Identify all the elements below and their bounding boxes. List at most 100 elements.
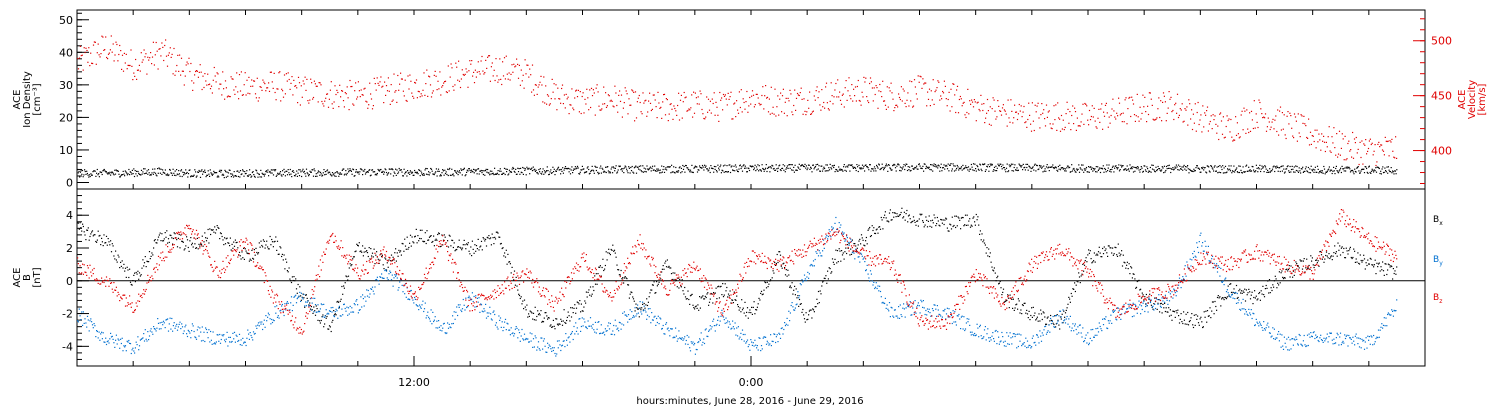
b-series-0-point [884, 214, 886, 216]
velocity-series-point [1230, 118, 1232, 121]
b-series-0-point [1363, 258, 1366, 260]
velocity-series-point [781, 111, 783, 113]
b-series-0-point [985, 252, 987, 254]
density-series-point [89, 175, 91, 178]
density-series-point [1277, 170, 1279, 172]
density-series-point [1329, 170, 1331, 172]
velocity-series-point [803, 98, 805, 100]
velocity-series-point [352, 103, 354, 105]
velocity-series-point [617, 111, 619, 113]
b-series-0-point [1039, 320, 1041, 322]
density-series-point [465, 174, 467, 176]
b-series-0-point [400, 254, 402, 256]
b-series-0-point [180, 234, 182, 236]
velocity-series-point [435, 75, 437, 77]
b-series-0-point [248, 260, 250, 262]
b-series-0-point [1259, 299, 1261, 301]
density-series-point [810, 167, 812, 169]
density-series-point [1222, 165, 1224, 167]
velocity-series-point [538, 84, 540, 86]
density-series-point [237, 170, 239, 172]
b-series-0-point [638, 316, 640, 318]
velocity-series-point [200, 71, 202, 73]
b-series-0-point [406, 236, 408, 238]
b-series-0-point [847, 247, 849, 249]
velocity-series-point [268, 90, 271, 92]
b-series-0-point [1218, 297, 1220, 299]
density-series-point [500, 170, 502, 172]
velocity-series-point [747, 111, 749, 113]
density-series-point [185, 169, 187, 171]
velocity-series-point [885, 108, 887, 110]
velocity-series-point [628, 98, 630, 100]
density-series-point [184, 173, 186, 175]
density-series-point [541, 171, 543, 173]
density-series-point [454, 170, 456, 172]
b-series-0-point [377, 258, 379, 260]
density-series-point [464, 175, 466, 177]
b-series-0-point [748, 311, 750, 314]
density-series-point [1041, 167, 1043, 169]
density-series-point [1340, 171, 1342, 174]
density-series-point [100, 171, 102, 173]
velocity-series-point [529, 68, 531, 70]
density-series-point [755, 170, 757, 172]
b-series-0-point [742, 307, 744, 309]
b-series-0-point [575, 307, 578, 309]
b-series-0-point [347, 275, 350, 277]
b-series-0-point [1276, 287, 1278, 289]
velocity-series-point [759, 104, 761, 106]
velocity-series-point [1048, 110, 1050, 112]
velocity-series-point [848, 77, 850, 79]
b-series-0-point [299, 286, 301, 288]
density-series-point [596, 166, 598, 168]
b-series-0-point [1183, 311, 1185, 313]
density-series-point [1275, 167, 1277, 169]
density-series-point [932, 165, 934, 167]
b-series-0-point [1190, 317, 1192, 319]
b-series-0-point [331, 321, 333, 323]
b-series-0-point [416, 242, 418, 244]
b-series-0-point [411, 236, 413, 238]
density-series-point [972, 169, 974, 171]
velocity-series-point [1115, 118, 1117, 120]
density-series-point [1097, 169, 1099, 171]
b-series-0-point [589, 294, 591, 296]
b-series-0-point [798, 305, 800, 307]
b-series-0-point [555, 318, 557, 320]
density-series-point [662, 168, 664, 171]
b-series-0-point [505, 249, 507, 251]
b-series-0-point [1026, 309, 1028, 311]
velocity-series-point [1058, 117, 1060, 119]
density-series-point [647, 168, 649, 170]
b-series-0-point [817, 290, 820, 293]
b-series-0-point [319, 322, 321, 324]
velocity-series-point [385, 94, 387, 96]
density-series-point [550, 172, 553, 174]
density-series-point [1304, 168, 1307, 170]
velocity-series-point [517, 63, 519, 65]
velocity-series-point [1203, 126, 1205, 128]
velocity-series-point [312, 98, 314, 100]
density-series-point [689, 171, 691, 173]
b-series-0-point [224, 243, 227, 245]
density-series-point [1283, 168, 1285, 170]
density-series-point [661, 165, 663, 167]
velocity-series-point [964, 114, 966, 116]
density-series-point [486, 171, 488, 173]
density-series-point [531, 167, 533, 169]
velocity-series-point [1064, 126, 1066, 128]
density-series-point [367, 171, 369, 173]
density-series-point [447, 174, 449, 177]
velocity-series-point [1092, 116, 1094, 118]
density-series-point [1238, 165, 1240, 167]
density-series-point [1396, 169, 1398, 171]
density-series-point [1062, 168, 1064, 170]
b-series-0-point [1367, 259, 1369, 261]
density-series-point [458, 170, 461, 172]
b-series-0-point [1313, 266, 1315, 269]
velocity-series-point [1147, 105, 1149, 107]
density-series-point [1270, 170, 1272, 172]
velocity-series-point [386, 90, 389, 92]
velocity-series-point [464, 73, 466, 75]
